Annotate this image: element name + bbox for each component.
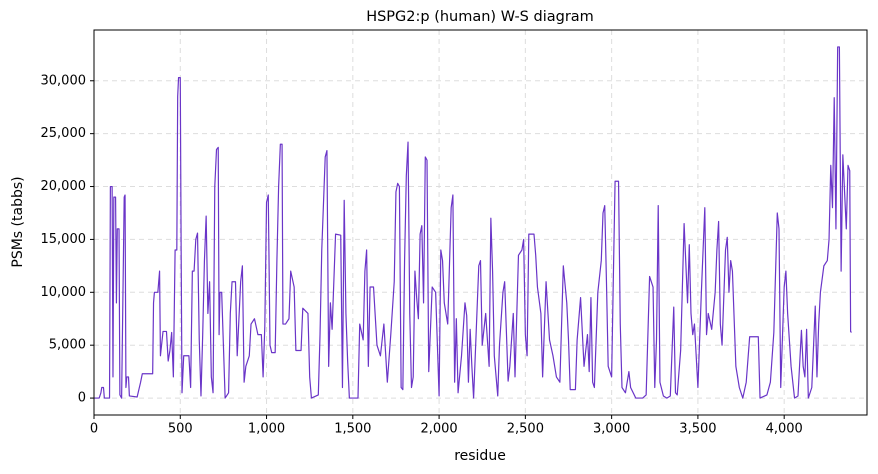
x-tick-label: 3,500 <box>679 422 716 437</box>
y-tick-label: 20,000 <box>41 179 87 194</box>
y-tick-label: 0 <box>78 391 86 406</box>
x-tick-label: 2,000 <box>420 422 457 437</box>
x-tick-label: 0 <box>90 422 98 437</box>
y-tick-label: 5,000 <box>49 338 86 353</box>
data-line <box>94 46 852 399</box>
x-tick-label: 3,000 <box>593 422 630 437</box>
y-tick-label: 10,000 <box>41 285 87 300</box>
x-tick-label: 2,500 <box>507 422 544 437</box>
y-tick-label: 15,000 <box>41 232 87 247</box>
x-axis-label: residue <box>454 448 506 464</box>
x-tick-label: 500 <box>168 422 193 437</box>
x-tick-label: 1,000 <box>248 422 285 437</box>
y-axis-label: PSMs (tabbs) <box>10 176 26 267</box>
y-tick-label: 25,000 <box>41 126 87 141</box>
y-tick-label: 30,000 <box>41 73 87 88</box>
x-tick-label: 4,000 <box>766 422 803 437</box>
chart-title: HSPG2:p (human) W-S diagram <box>366 9 594 25</box>
x-tick-label: 1,500 <box>334 422 371 437</box>
plot-frame <box>93 29 868 416</box>
